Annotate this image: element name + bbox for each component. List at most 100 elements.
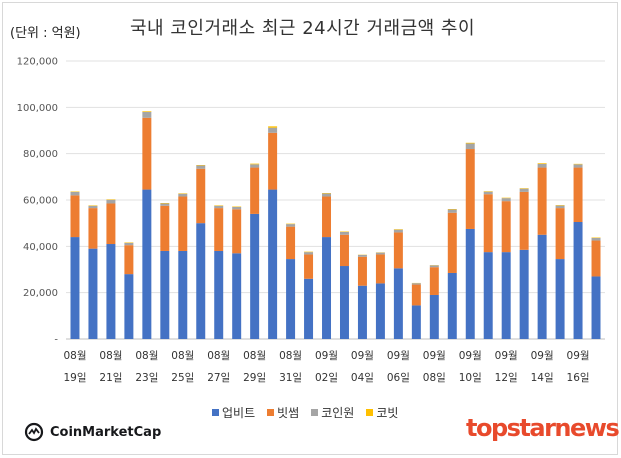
x-tick-day-label: 06일: [387, 371, 410, 384]
bar-segment-3: 코인원 09-06: 1200: [393, 229, 403, 233]
bar-segment-2: 빗썸 09-09: 26000: [447, 212, 457, 273]
bar-segment-1: 업비트 09-11: 37500: [483, 252, 493, 339]
x-tick-month-label: 09월: [567, 350, 590, 362]
x-tick-day-label: 10일: [459, 371, 482, 384]
bar-segment-4: 코빗 08-29: 300: [250, 163, 260, 165]
legend-swatch: [311, 409, 319, 416]
y-tick-label: 40,000: [23, 242, 58, 253]
legend-item: 업비트: [212, 404, 255, 421]
legend-label: 빗썸: [277, 406, 300, 420]
x-tick-day-label: 02일: [315, 371, 338, 384]
bar-segment-1: 업비트 09-08: 19000: [429, 294, 439, 339]
bar-segment-2: 빗썸 09-15: 22000: [555, 208, 565, 260]
y-axis: - 20,000 40,000 60,000 80,000 100,000 120,000: [17, 57, 59, 346]
x-tick-month-label: 08월: [207, 350, 230, 362]
bar-segment-2: 빗썸 09-05: 12500: [375, 254, 385, 284]
bar-segment-3: 코인원 09-16: 1400: [573, 164, 583, 168]
x-tick-day-label: 08일: [423, 371, 446, 384]
bar-segment-2: 빗썸 09-07: 9000: [411, 284, 421, 306]
bar-segment-1: 업비트 09-16: 50500: [573, 222, 583, 339]
bar-segment-2: 빗썸 08-28: 19000: [232, 209, 242, 254]
x-tick-month-label: 09월: [531, 350, 554, 362]
bar-segment-1: 업비트 09-01: 26000: [304, 278, 314, 339]
bar-segment-1: 업비트 09-13: 38500: [519, 249, 529, 339]
legend-swatch: [212, 409, 219, 416]
bar-segment-3: 코인원 08-26: 1400: [196, 165, 206, 169]
bar-segment-1: 업비트 08-31: 34500: [286, 259, 296, 339]
bar-segment-3: 코인원 08-27: 1000: [214, 205, 224, 209]
legend-swatch: [366, 409, 374, 416]
bar-segment-3: 코인원 09-10: 2400: [465, 143, 475, 150]
chart-title: 국내 코인거래소 최근 24시간 거래금액 추이: [130, 18, 476, 39]
bar-segment-2: 빗썸 09-14: 29000: [537, 167, 547, 235]
x-tick-day-label: 16일: [567, 371, 590, 384]
bar-segment-2: 빗썸 08-24: 19500: [160, 205, 170, 251]
bar-segment-1: 업비트 09-05: 24000: [375, 283, 385, 339]
bars-group: 업비트 08-19: 44000빗썸 08-19: 18000코인원 08-19…: [70, 111, 601, 339]
bar-segment-1: 업비트 09-06: 30500: [393, 268, 403, 339]
bar-segment-3: 코인원 09-05: 800: [375, 252, 385, 255]
coinmarketcap-logo-text: CoinMarketCap: [50, 424, 162, 440]
bar-segment-1: 업비트 08-26: 50000: [196, 223, 206, 339]
bar-segment-1: 업비트 09-04: 23000: [357, 285, 367, 339]
bar-segment-2: 빗썸 09-08: 12000: [429, 267, 439, 295]
bar-segment-3: 코인원 09-13: 1400: [519, 188, 529, 192]
bar-segment-4: 코빗 08-23: 300: [142, 111, 152, 112]
bar-segment-2: 빗썸 08-23: 31000: [142, 117, 152, 190]
bar-segment-2: 빗썸 08-29: 20000: [250, 167, 260, 214]
bar-segment-2: 빗썸 09-11: 25000: [483, 194, 493, 253]
bar-segment-3: 코인원 08-30: 2200: [268, 127, 278, 133]
topstarnews-logo: topstarnews: [466, 414, 620, 442]
bar-segment-1: 업비트 09-09: 28500: [447, 272, 457, 339]
grid-lines: [66, 60, 605, 340]
x-tick-month-label: 09월: [495, 350, 518, 362]
bar-segment-2: 빗썸 09-01: 10500: [304, 254, 314, 279]
bar-segment-1: 업비트 08-30: 64500: [268, 189, 278, 339]
bar-segment-2: 빗썸 09-16: 23500: [573, 167, 583, 223]
coinmarketcap-logo: CoinMarketCap: [24, 422, 161, 442]
y-tick-label: 20,000: [23, 288, 58, 299]
bar-segment-2: 빗썸 08-21: 17500: [106, 203, 116, 245]
x-tick-month-label: 08월: [171, 350, 194, 362]
bar-segment-2: 빗썸 08-31: 14000: [286, 226, 296, 260]
bar-segment-1: 업비트 09-12: 37500: [501, 252, 511, 339]
bar-segment-4: 코빗 08-30: 600: [268, 126, 278, 128]
x-tick-month-label: 08월: [279, 350, 302, 362]
x-tick-month-label: 09월: [387, 350, 410, 362]
coinmarketcap-icon: [24, 422, 44, 442]
bar-segment-3: 코인원 08-28: 1000: [232, 206, 242, 210]
bar-segment-1: 업비트 08-20: 39000: [88, 248, 98, 339]
bar-segment-3: 코인원 08-31: 1100: [286, 224, 296, 227]
x-tick-day-label: 31일: [279, 371, 302, 384]
bar-segment-3: 코인원 08-23: 2500: [142, 111, 152, 118]
x-tick-month-label: 09월: [315, 350, 338, 362]
bar-segment-2: 빗썸 08-30: 24500: [268, 132, 278, 190]
y-tick-label: 80,000: [23, 149, 58, 160]
x-tick-day-label: 21일: [99, 371, 122, 384]
bar-segment-1: 업비트 09-15: 34500: [555, 259, 565, 339]
bar-segment-3: 코인원 09-04: 800: [357, 254, 367, 257]
bar-segment-1: 업비트 08-22: 28000: [124, 274, 134, 339]
bar-segment-3: 코인원 08-20: 1000: [88, 205, 98, 209]
bar-segment-2: 빗썸 09-17: 15500: [591, 240, 601, 277]
legend-label: 코빗: [376, 406, 399, 420]
bar-segment-1: 업비트 08-23: 64500: [142, 189, 152, 339]
y-tick-label: 60,000: [23, 196, 58, 207]
bar-segment-3: 코인원 09-09: 1400: [447, 209, 457, 213]
bar-segment-2: 빗썸 08-27: 18500: [214, 208, 224, 251]
bar-segment-1: 업비트 09-17: 27000: [591, 276, 601, 339]
bar-segment-1: 업비트 08-19: 44000: [70, 237, 80, 339]
legend-item: 코빗: [366, 404, 398, 421]
x-axis: 08월 19일 08월 21일 08월 23일 08월 25일 08월 27일 08월 29일 08월 3…: [63, 350, 589, 384]
x-tick-month-label: 08월: [243, 350, 266, 362]
bar-segment-3: 코인원 09-11: 1100: [483, 191, 493, 195]
bar-segment-1: 업비트 08-27: 38000: [214, 250, 224, 339]
x-tick-day-label: 25일: [171, 371, 194, 384]
bar-segment-3: 코인원 09-14: 1600: [537, 163, 547, 168]
x-tick-day-label: 29일: [243, 371, 266, 384]
legend-label: 업비트: [222, 406, 256, 420]
bar-segment-3: 코인원 08-25: 1200: [178, 193, 188, 197]
bar-segment-2: 빗썸 08-19: 18000: [70, 195, 80, 238]
x-tick-day-label: 19일: [63, 371, 86, 384]
bar-segment-3: 코인원 09-03: 1200: [339, 231, 349, 235]
